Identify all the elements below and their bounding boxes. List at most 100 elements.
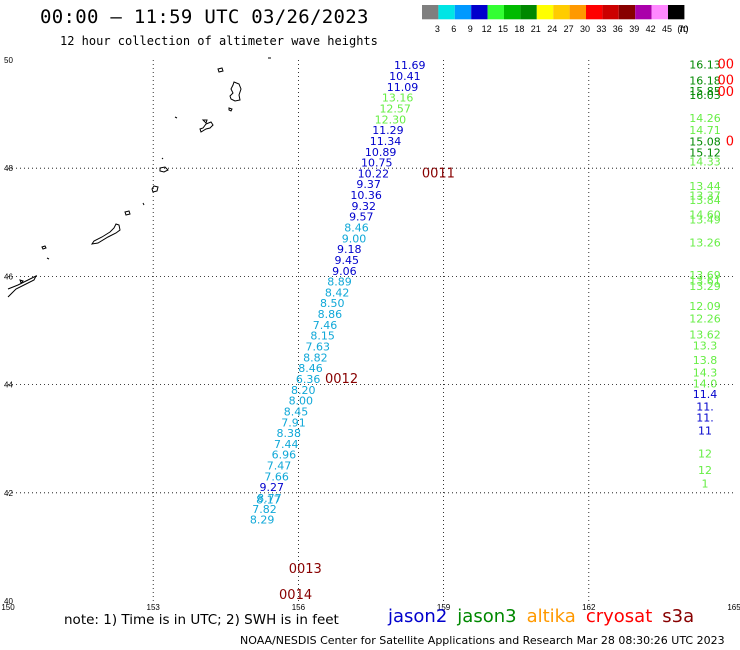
x-tick-label: 156: [292, 603, 306, 612]
wave-height-label: 7.82: [252, 503, 277, 516]
wave-height-label: 8.29: [250, 514, 275, 527]
legend-s3a: s3a: [662, 606, 695, 627]
wave-height-label: 8.45: [284, 405, 309, 418]
y-tick-label: 46: [4, 272, 13, 281]
wave-height-label: 12: [698, 448, 712, 461]
x-tick-label: 159: [437, 603, 451, 612]
wave-height-label: 10.89: [365, 146, 397, 159]
wave-height-label: 9.27: [260, 481, 285, 494]
wave-height-label: 9.00: [342, 232, 367, 245]
wave-height-label: 15.12: [689, 146, 721, 159]
y-tick-label: 42: [4, 489, 13, 498]
colorbar-legend: 3 6 9 12 15 18 21 24 27 30 33 36 39 42 45 70(ft): [422, 5, 688, 34]
wave-height-label: 14.60: [689, 209, 721, 222]
wave-height-label: 7.44: [274, 438, 299, 451]
wave-height-label: 8.15: [310, 330, 335, 343]
satellite-legend: jason2 jason3 altika cryosat s3a: [388, 606, 704, 627]
colorbar-swatch: [553, 5, 570, 20]
note-text: note: 1) Time is in UTC; 2) SWH is in fe…: [64, 612, 339, 628]
colorbar-tick-label: 30: [580, 24, 590, 34]
wave-height-label: 11.69: [394, 59, 426, 72]
wave-height-label: 8.46: [298, 362, 323, 375]
wave-height-label: 12: [698, 464, 712, 477]
wave-height-label: 16.13: [689, 59, 721, 72]
colorbar-tick-label: 24: [547, 24, 557, 34]
wave-height-label: 7.91: [281, 416, 306, 429]
legend-altika: altika: [526, 606, 576, 627]
wave-height-label: 11.: [696, 401, 714, 414]
y-tick-label: 50: [4, 56, 13, 65]
wave-height-label: 13.61: [689, 275, 721, 288]
colorbar-tick-label: 39: [629, 24, 639, 34]
colorbar-tick-label: 70: [678, 24, 688, 34]
colorbar-swatch: [504, 5, 521, 20]
wave-height-label: 13.3: [693, 339, 718, 352]
wave-height-label: 11.29: [372, 124, 404, 137]
wave-height-label: 6.36: [296, 373, 321, 386]
time-label: 0013: [289, 562, 322, 577]
wave-height-label: 13.49: [689, 213, 721, 226]
wave-height-label: 14.3: [693, 366, 718, 379]
wave-height-label: 9.45: [335, 254, 360, 267]
wave-height-label: 9.06: [332, 265, 357, 278]
wave-height-label: 12.30: [375, 113, 407, 126]
wave-height-label: 9.37: [356, 178, 381, 191]
colorbar-tick-label: 3: [435, 24, 440, 34]
colorbar-swatch: [454, 5, 472, 20]
wave-height-label: 8.89: [327, 276, 352, 289]
wave-height-label: 14.26: [689, 112, 721, 125]
colorbar-swatch: [602, 5, 619, 20]
time-label: 0014: [279, 588, 312, 603]
wave-height-label: 8.50: [320, 297, 345, 310]
wave-height-label: 7.46: [313, 319, 338, 332]
chart-title: 00:00 – 11:59 UTC 03/26/2023: [40, 6, 369, 28]
wave-height-label: 13.16: [382, 92, 414, 105]
wave-height-label: 11.34: [370, 135, 402, 148]
wave-height-label: 1: [701, 477, 708, 490]
colorbar-swatch: [520, 5, 537, 20]
colorbar-tick-label: 36: [613, 24, 623, 34]
colorbar-swatch: [635, 5, 652, 20]
edge-time-label: 0: [726, 134, 734, 149]
colorbar-swatch: [422, 5, 439, 20]
legend-cryosat: cryosat: [585, 606, 653, 627]
colorbar-swatch: [569, 5, 586, 20]
wave-height-label: 14.33: [689, 155, 721, 168]
wave-height-label: 13.69: [689, 269, 721, 282]
x-tick-label: 150: [1, 603, 15, 612]
colorbar-tick-label: 42: [646, 24, 656, 34]
colorbar-tick-label: 9: [468, 24, 473, 34]
colorbar-unit: (ft): [677, 24, 688, 34]
wave-height-label: 11.4: [693, 388, 718, 401]
wave-height-label: 13.8: [693, 354, 718, 367]
wave-height-label: 13.29: [689, 280, 721, 293]
wave-height-label: 8.20: [291, 384, 316, 397]
wave-height-label: 12.57: [379, 102, 411, 115]
time-label: 0011: [422, 166, 455, 181]
wave-height-label: 8.46: [344, 221, 369, 234]
wave-height-label: 8.00: [289, 395, 314, 408]
chart-subtitle: 12 hour collection of altimeter wave hei…: [60, 34, 378, 48]
colorbar-tick-label: 33: [596, 24, 606, 34]
colorbar-swatch: [438, 5, 455, 20]
wave-height-label: 12.09: [689, 300, 721, 313]
wave-height-label: 8.82: [303, 351, 328, 364]
credit-text: NOAA/NESDIS Center for Satellite Applica…: [240, 634, 725, 647]
wave-height-label: 10.41: [389, 70, 421, 83]
wave-height-label: 8.42: [325, 286, 350, 299]
colorbar-tick-label: 12: [482, 24, 492, 34]
x-tick-label: 165: [727, 603, 740, 612]
colorbar-tick-label: 15: [498, 24, 508, 34]
wave-height-label: 16.18: [689, 74, 721, 87]
wave-height-label: 15.85: [689, 85, 721, 98]
x-tick-label: 153: [147, 603, 161, 612]
colorbar-swatch: [487, 5, 504, 20]
wave-height-label: 13.44: [689, 180, 721, 193]
wave-height-label: 9.32: [351, 200, 376, 213]
colorbar-swatch: [618, 5, 636, 20]
legend-jason3: jason3: [457, 606, 517, 627]
y-tick-label: 44: [4, 381, 13, 390]
colorbar-tick-label: 27: [564, 24, 574, 34]
wave-height-label: 10.36: [350, 189, 382, 202]
